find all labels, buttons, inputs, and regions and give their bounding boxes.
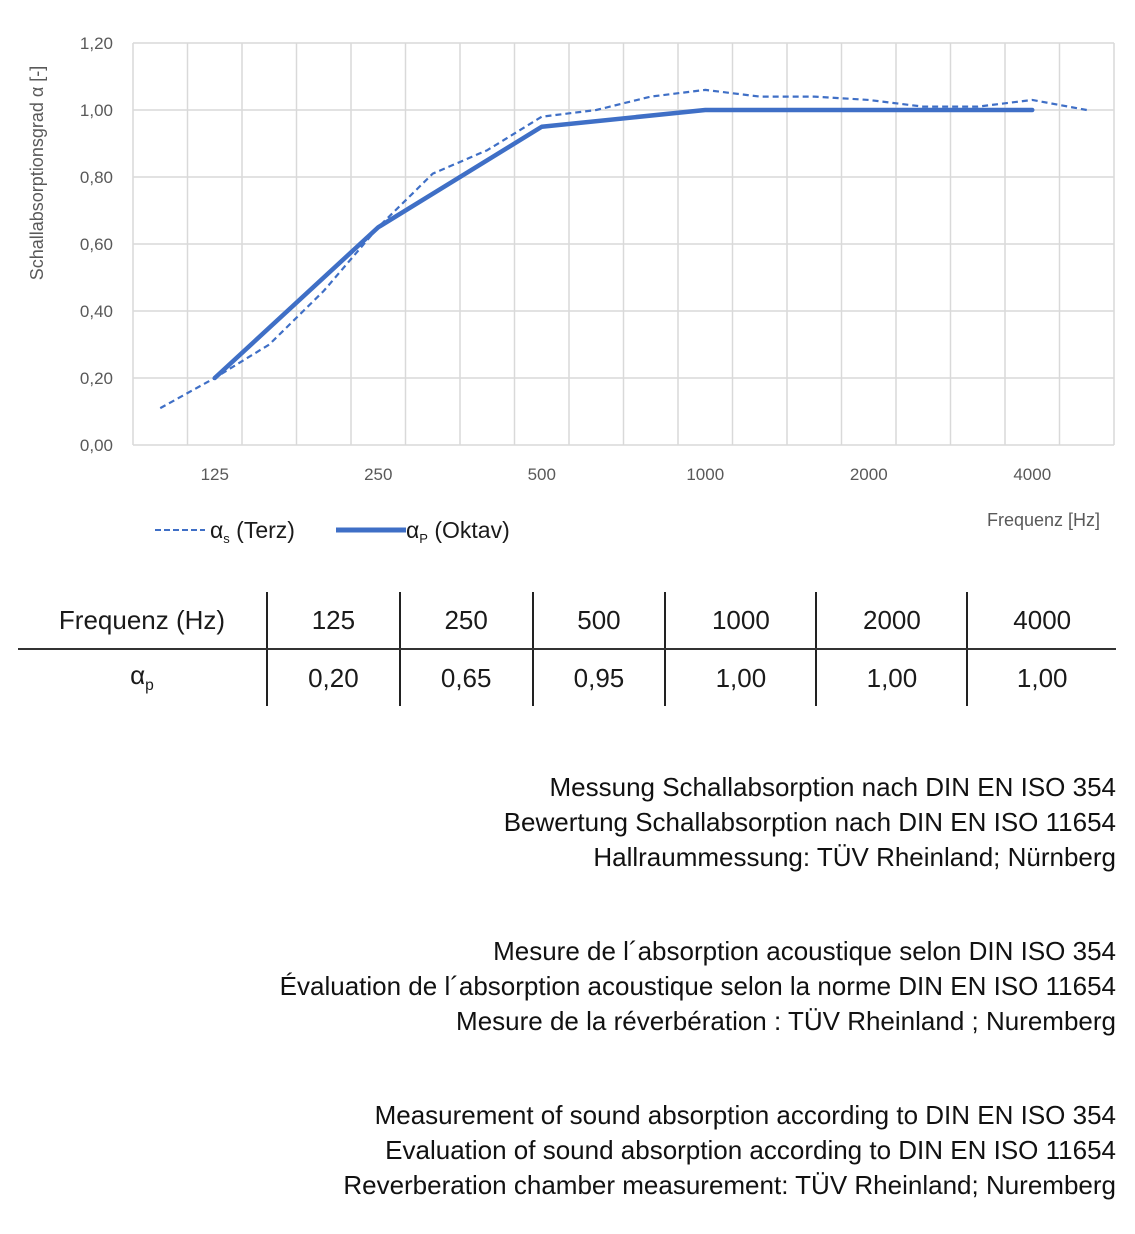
note-line: Évaluation de l´absorption acoustique se… (279, 971, 1116, 1001)
table-freq: 4000 (966, 592, 1116, 650)
y-tick-label: 1,20 (80, 34, 113, 53)
table-header-row: Frequenz (Hz) 125 250 500 1000 2000 4000 (18, 592, 1116, 650)
notes-french: Mesure de l´absorption acoustique selon … (280, 934, 1116, 1039)
table-freq: 250 (398, 592, 533, 650)
table-freq: 125 (266, 592, 400, 650)
y-axis-title: Schallabsorptionsgrad α [-] (27, 66, 47, 281)
alpha-subscript: p (145, 677, 154, 695)
table-row-label: αp (18, 649, 267, 706)
note-line: Hallraummessung: TÜV Rheinland; Nürnberg (593, 842, 1116, 872)
x-tick-label: 125 (201, 465, 229, 484)
y-tick-label: 0,60 (80, 235, 113, 254)
note-line: Messung Schallabsorption nach DIN EN ISO… (549, 772, 1116, 802)
y-tick-label: 0,00 (80, 436, 113, 455)
notes-english: Measurement of sound absorption accordin… (343, 1098, 1116, 1203)
absorption-chart: 0,00 0,20 0,40 0,60 0,80 1,00 1,20 125 250 500 100… (27, 34, 1115, 546)
y-tick-label: 0,20 (80, 369, 113, 388)
table-freq: 500 (531, 592, 666, 650)
y-tick-label: 0,80 (80, 168, 113, 187)
legend-label: αP (Oktav) (406, 517, 510, 546)
note-line: Measurement of sound absorption accordin… (374, 1100, 1116, 1130)
table-value: 1,00 (664, 649, 817, 706)
notes-german: Messung Schallabsorption nach DIN EN ISO… (504, 770, 1116, 875)
y-tick-label: 0,40 (80, 302, 113, 321)
x-tick-label: 250 (364, 465, 392, 484)
series-terz-line (159, 88, 1087, 410)
series-oktav-line (212, 107, 1035, 381)
table-header-label: Frequenz (Hz) (18, 592, 267, 650)
table-freq: 2000 (815, 592, 968, 650)
y-tick-label: 1,00 (80, 101, 113, 120)
x-tick-label: 1000 (686, 465, 724, 484)
table-freq: 1000 (664, 592, 817, 650)
table-value: 0,65 (398, 649, 533, 706)
table-row: αp 0,20 0,65 0,95 1,00 1,00 1,00 (18, 649, 1116, 706)
note-line: Evaluation of sound absorption according… (385, 1135, 1116, 1165)
x-tick-label: 500 (528, 465, 556, 484)
table-value: 1,00 (966, 649, 1116, 706)
legend-label: αs (Terz) (210, 517, 295, 546)
note-line: Mesure de la réverbération : TÜV Rheinla… (456, 1006, 1116, 1036)
table-value: 1,00 (815, 649, 968, 706)
octave-table: Frequenz (Hz) 125 250 500 1000 2000 4000… (18, 592, 1116, 706)
x-tick-label: 4000 (1013, 465, 1051, 484)
note-line: Mesure de l´absorption acoustique selon … (493, 936, 1116, 966)
table-value: 0,20 (266, 649, 400, 706)
x-axis-title: Frequenz [Hz] (987, 510, 1100, 530)
table-value: 0,95 (531, 649, 666, 706)
x-tick-label: 2000 (850, 465, 888, 484)
alpha-symbol: α (130, 660, 146, 691)
note-line: Bewertung Schallabsorption nach DIN EN I… (503, 807, 1116, 837)
note-line: Reverberation chamber measurement: TÜV R… (343, 1170, 1116, 1200)
